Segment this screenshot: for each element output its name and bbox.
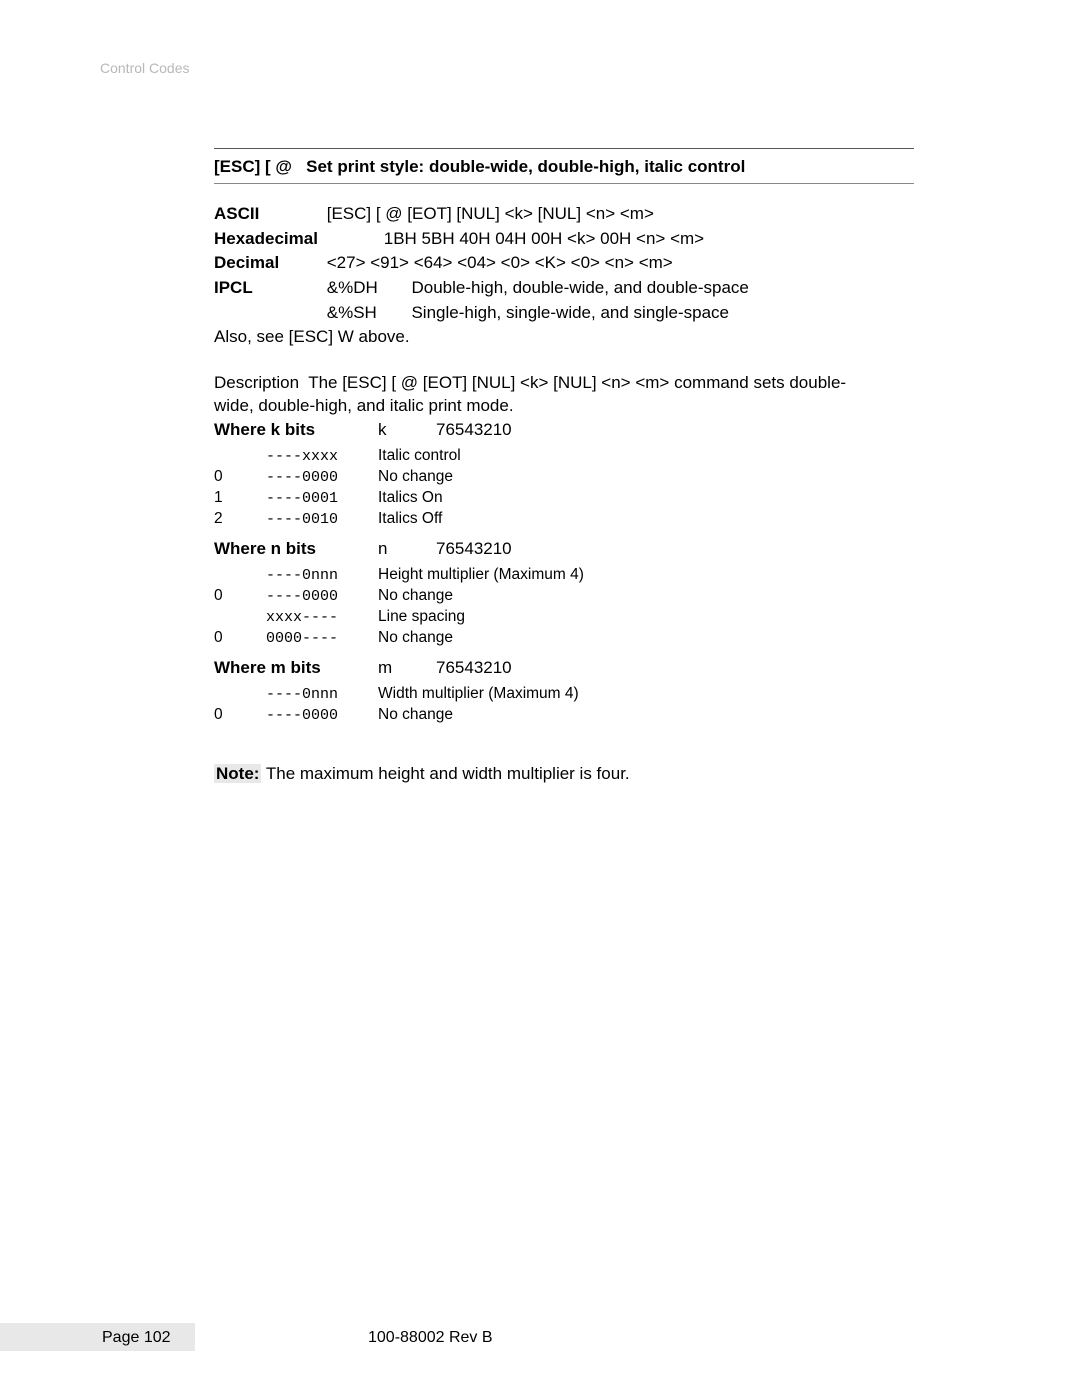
n-row-0-b: ----0nnn: [266, 566, 378, 586]
ipcl-2-desc: Single-high, single-wide, and single-spa…: [411, 303, 729, 322]
hex-value: 1BH 5BH 40H 04H 00H <k> 00H <n> <m>: [384, 229, 704, 248]
where-n-header: Where n bits n 76543210: [214, 539, 914, 559]
where-n-bits: 76543210: [436, 539, 512, 559]
n-row-1-b: ----0000: [266, 587, 378, 607]
k-row-2-a: 1: [214, 488, 266, 509]
ipcl-1-desc: Double-high, double-wide, and double-spa…: [411, 278, 748, 297]
k-row-0: ----xxxxItalic control: [214, 446, 914, 467]
hex-row: Hexadecimal 1BH 5BH 40H 04H 00H <k> 00H …: [214, 227, 914, 252]
page-number: Page 102: [102, 1329, 171, 1347]
command-title: [ESC] [ @ Set print style: double-wide, …: [214, 153, 914, 184]
note-block: Note: The maximum height and width multi…: [214, 764, 914, 784]
n-row-2-c: Line spacing: [378, 607, 465, 628]
doc-number: 100-88002 Rev B: [368, 1329, 493, 1347]
n-row-3: 00000----No change: [214, 628, 914, 649]
hex-label: Hexadecimal: [214, 227, 379, 252]
description-block: Description The [ESC] [ @ [EOT] [NUL] <k…: [214, 372, 914, 418]
k-row-0-b: ----xxxx: [266, 447, 378, 467]
ipcl-row-2: &%SH Single-high, single-wide, and singl…: [214, 301, 914, 326]
m-row-0-c: Width multiplier (Maximum 4): [378, 684, 579, 705]
n-row-0-c: Height multiplier (Maximum 4): [378, 565, 584, 586]
where-m-header: Where m bits m 76543210: [214, 658, 914, 678]
ascii-label: ASCII: [214, 202, 322, 227]
ipcl-row-1: IPCL &%DH Double-high, double-wide, and …: [214, 276, 914, 301]
title-top-rule: [214, 148, 914, 149]
dec-label: Decimal: [214, 251, 322, 276]
ipcl-1-code: &%DH: [327, 276, 407, 301]
where-m-label: Where m bits: [214, 658, 378, 678]
parameter-block: ASCII [ESC] [ @ [EOT] [NUL] <k> [NUL] <n…: [214, 202, 914, 350]
k-row-3: 2----0010Italics Off: [214, 509, 914, 530]
ascii-row: ASCII [ESC] [ @ [EOT] [NUL] <k> [NUL] <n…: [214, 202, 914, 227]
where-n-var: n: [378, 539, 436, 559]
n-row-3-b: 0000----: [266, 629, 378, 649]
m-row-0: ----0nnnWidth multiplier (Maximum 4): [214, 684, 914, 705]
k-row-3-c: Italics Off: [378, 509, 442, 530]
m-row-1-b: ----0000: [266, 706, 378, 726]
m-row-0-b: ----0nnn: [266, 685, 378, 705]
m-row-1-a: 0: [214, 705, 266, 726]
k-row-2: 1----0001Italics On: [214, 488, 914, 509]
n-row-3-a: 0: [214, 628, 266, 649]
title-desc: Set print style: double-wide, double-hig…: [306, 157, 745, 176]
k-row-3-a: 2: [214, 509, 266, 530]
k-row-1-c: No change: [378, 467, 453, 488]
dec-row: Decimal <27> <91> <64> <04> <0> <K> <0> …: [214, 251, 914, 276]
content-area: [ESC] [ @ Set print style: double-wide, …: [214, 148, 914, 784]
note-text: The maximum height and width multiplier …: [266, 764, 630, 783]
description-text-1: The [ESC] [ @ [EOT] [NUL] <k> [NUL] <n> …: [308, 373, 846, 392]
where-k-var: k: [378, 420, 436, 440]
k-bit-rows: ----xxxxItalic control 0----0000No chang…: [214, 446, 914, 531]
k-row-3-b: ----0010: [266, 510, 378, 530]
title-cmd: [ESC] [ @: [214, 157, 292, 176]
also-row: Also, see [ESC] W above.: [214, 325, 914, 350]
where-m-bits: 76543210: [436, 658, 512, 678]
k-row-1: 0----0000No change: [214, 467, 914, 488]
m-row-1: 0----0000No change: [214, 705, 914, 726]
note-label: Note:: [214, 764, 261, 783]
n-row-3-c: No change: [378, 628, 453, 649]
k-row-1-a: 0: [214, 467, 266, 488]
n-row-2: xxxx----Line spacing: [214, 607, 914, 628]
k-row-2-c: Italics On: [378, 488, 443, 509]
section-header: Control Codes: [100, 60, 190, 76]
dec-value: <27> <91> <64> <04> <0> <K> <0> <n> <m>: [327, 253, 673, 272]
k-row-1-b: ----0000: [266, 468, 378, 488]
where-m-var: m: [378, 658, 436, 678]
n-row-1: 0----0000No change: [214, 586, 914, 607]
k-row-0-c: Italic control: [378, 446, 461, 467]
m-bit-rows: ----0nnnWidth multiplier (Maximum 4) 0--…: [214, 684, 914, 727]
description-label: Description: [214, 373, 299, 392]
description-line-1: Description The [ESC] [ @ [EOT] [NUL] <k…: [214, 372, 914, 395]
n-row-1-c: No change: [378, 586, 453, 607]
ascii-value: [ESC] [ @ [EOT] [NUL] <k> [NUL] <n> <m>: [327, 204, 654, 223]
m-row-1-c: No change: [378, 705, 453, 726]
description-text-2: wide, double-high, and italic print mode…: [214, 395, 914, 418]
n-bit-rows: ----0nnnHeight multiplier (Maximum 4) 0-…: [214, 565, 914, 650]
where-n-label: Where n bits: [214, 539, 378, 559]
n-row-2-b: xxxx----: [266, 608, 378, 628]
ipcl-2-code: &%SH: [327, 301, 407, 326]
n-row-0: ----0nnnHeight multiplier (Maximum 4): [214, 565, 914, 586]
where-k-header: Where k bits k 76543210: [214, 420, 914, 440]
where-k-bits: 76543210: [436, 420, 512, 440]
ipcl-label: IPCL: [214, 276, 322, 301]
k-row-2-b: ----0001: [266, 489, 378, 509]
n-row-1-a: 0: [214, 586, 266, 607]
where-k-label: Where k bits: [214, 420, 378, 440]
